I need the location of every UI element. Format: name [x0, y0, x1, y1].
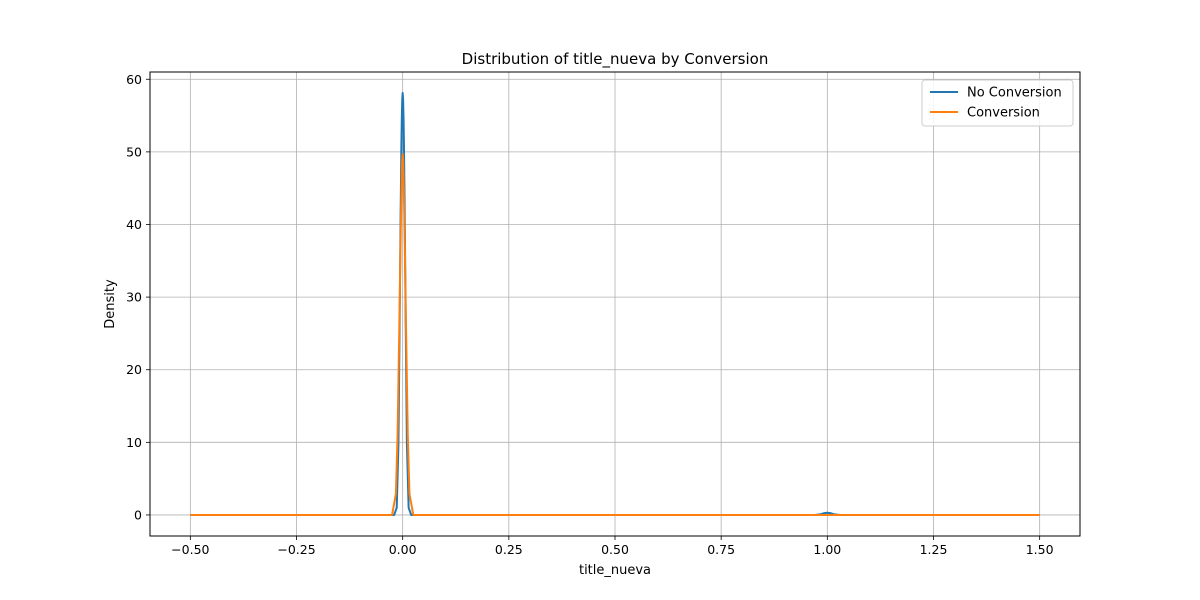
y-tick-label: 60	[126, 72, 142, 87]
y-tick-label: 0	[134, 507, 142, 522]
x-tick-label: −0.50	[171, 542, 209, 557]
y-tick-label: 10	[126, 435, 142, 450]
x-tick-label: 0.50	[601, 542, 629, 557]
x-axis-label: title_nueva	[579, 563, 651, 578]
legend: No Conversion Conversion	[921, 79, 1074, 127]
legend-label: Conversion	[967, 106, 1040, 121]
x-tick-label: −0.25	[277, 542, 315, 557]
x-tick-label: 0.25	[495, 542, 523, 557]
x-tick-label: 0.75	[707, 542, 735, 557]
legend-label: No Conversion	[967, 86, 1062, 101]
x-tick-label: 1.00	[813, 542, 841, 557]
series-line-conversion	[190, 153, 1040, 516]
x-tick-label: 1.25	[920, 542, 948, 557]
x-tick-label: 1.50	[1026, 542, 1054, 557]
y-tick-label: 50	[126, 144, 142, 159]
y-tick-label: 40	[126, 217, 142, 232]
y-tick-label: 30	[126, 290, 142, 305]
y-axis-label: Density	[103, 279, 118, 329]
legend-box	[921, 79, 1074, 127]
x-tick-label: 0.00	[389, 542, 417, 557]
series-lines	[190, 92, 1040, 516]
chart-title: Distribution of title_nueva by Conversio…	[462, 50, 769, 69]
axis-ticks: −0.50 −0.25 0.00 0.25 0.50 0.75 1.00 1.25 1.50 0 1…	[126, 72, 1054, 557]
y-tick-label: 20	[126, 362, 142, 377]
